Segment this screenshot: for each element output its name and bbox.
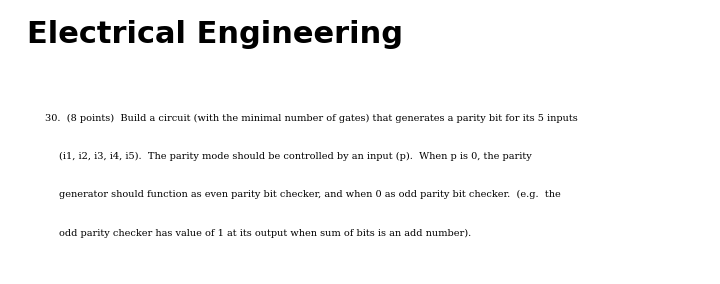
- Text: odd parity checker has value of 1 at its output when sum of bits is an add numbe: odd parity checker has value of 1 at its…: [59, 229, 472, 238]
- Text: (i1, i2, i3, i4, i5).  The parity mode should be controlled by an input (p).  Wh: (i1, i2, i3, i4, i5). The parity mode sh…: [59, 152, 532, 161]
- Text: generator should function as even parity bit checker, and when 0 as odd parity b: generator should function as even parity…: [59, 190, 561, 199]
- Text: Electrical Engineering: Electrical Engineering: [27, 20, 403, 49]
- Text: 30.  (8 points)  Build a circuit (with the minimal number of gates) that generat: 30. (8 points) Build a circuit (with the…: [45, 114, 577, 123]
